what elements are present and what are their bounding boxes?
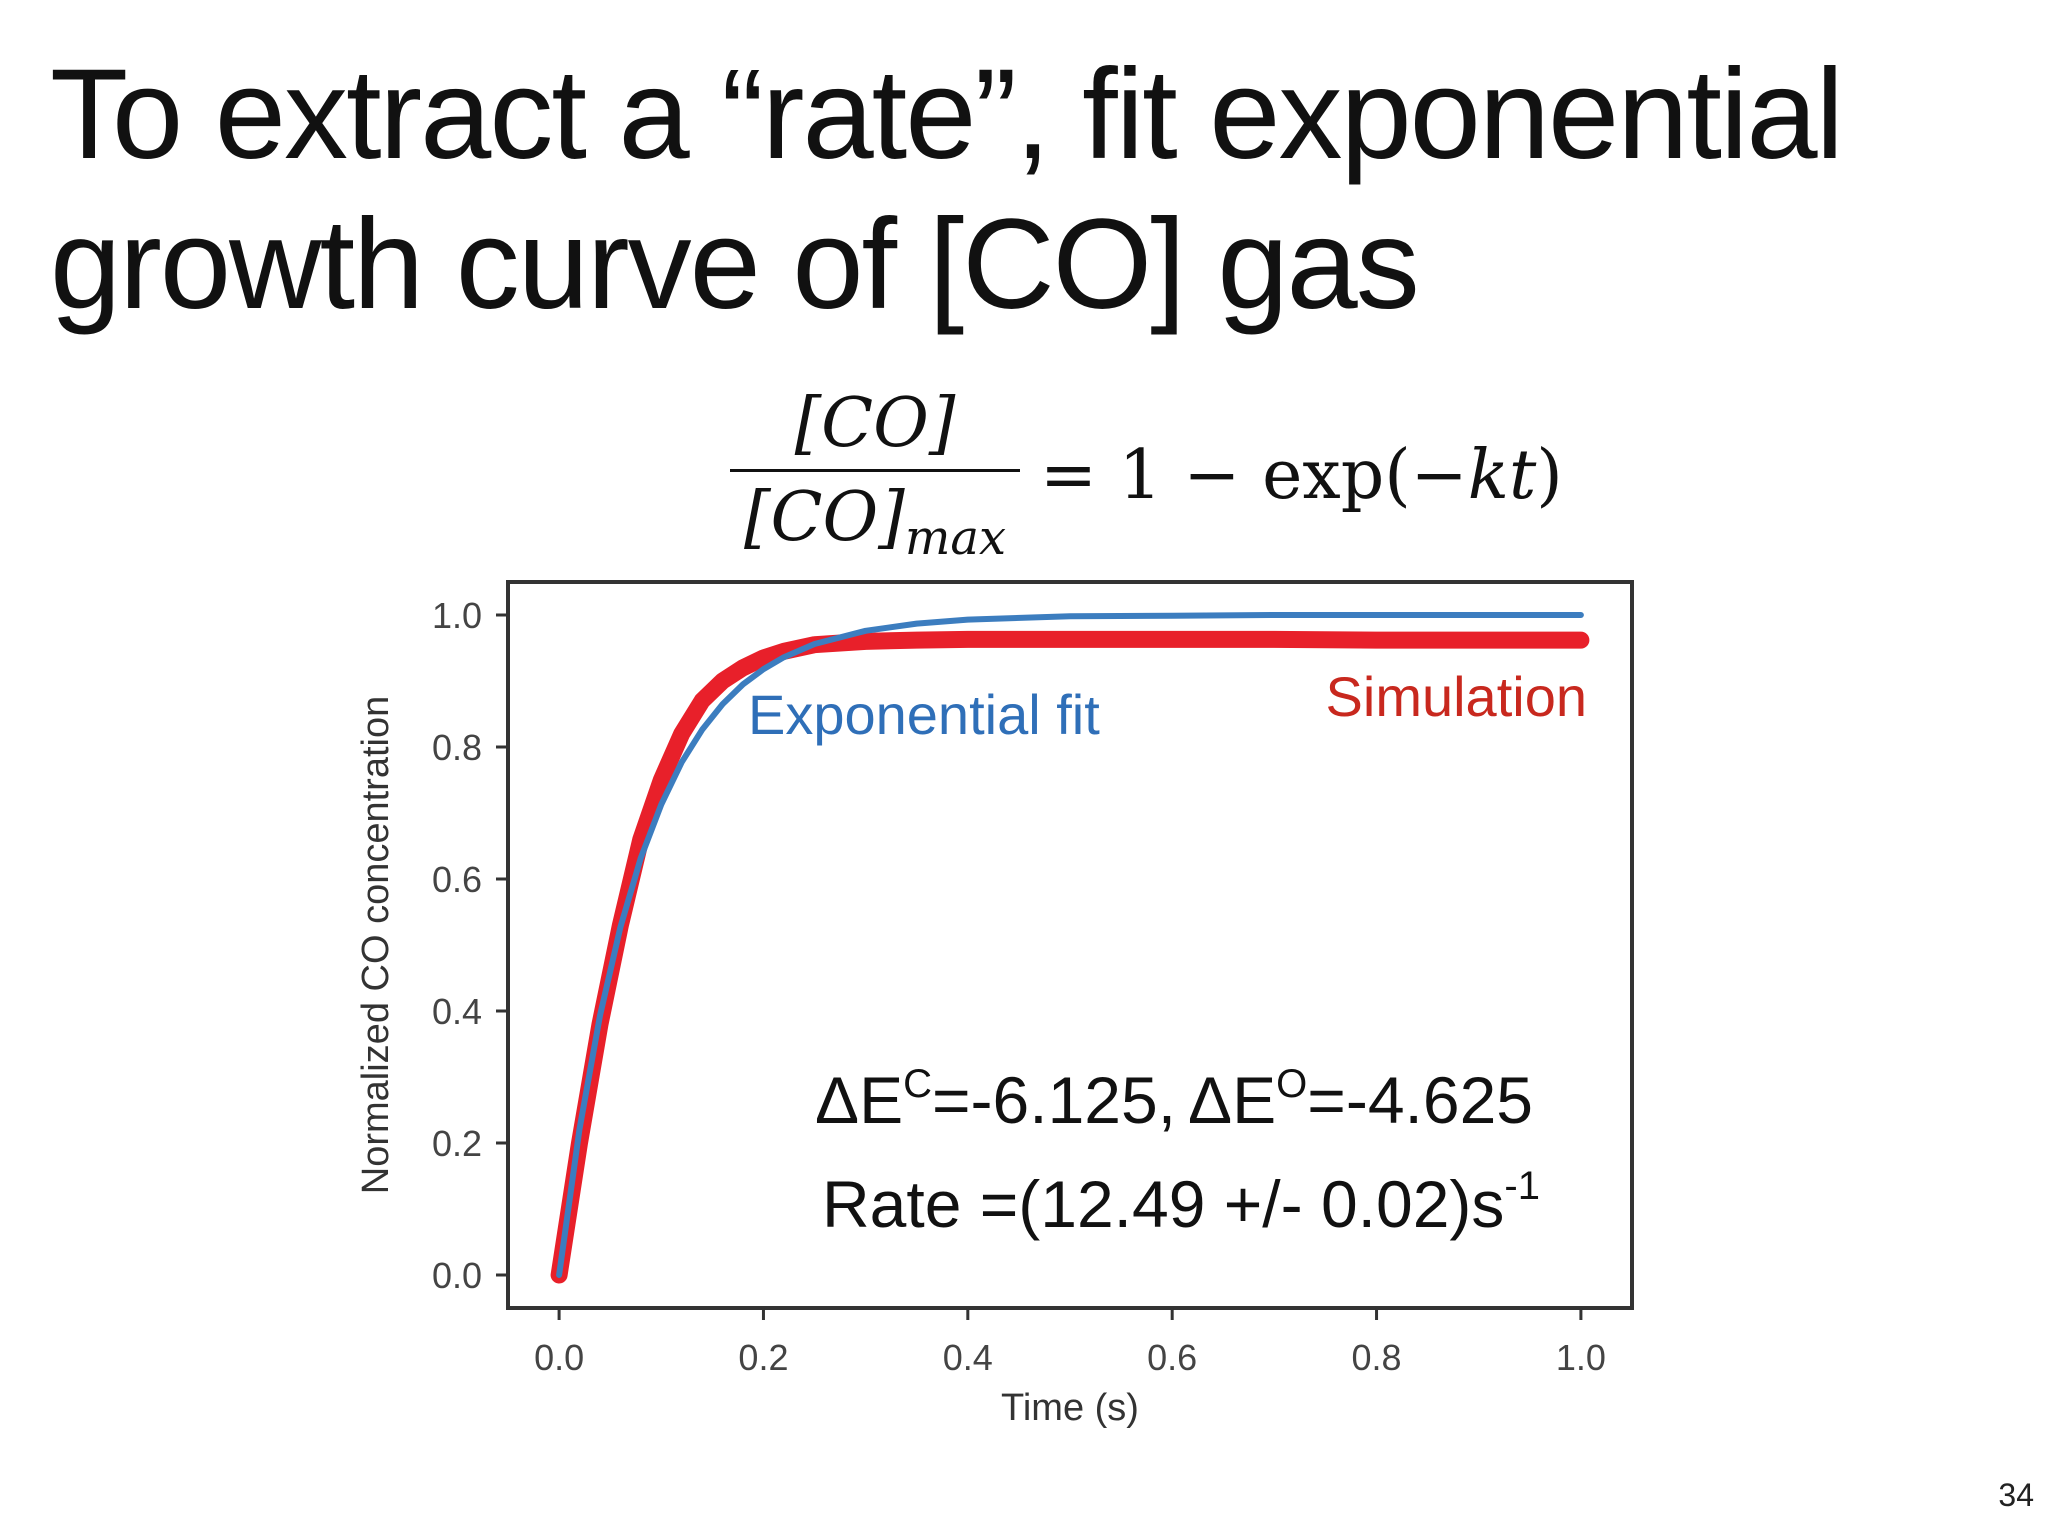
delta-e-annotation: ΔEC=-6.125, ΔEO=-4.625 xyxy=(815,1062,1533,1137)
y-tick-label: 1.0 xyxy=(432,595,482,636)
rhs-prefix: = 1 − exp(− xyxy=(1040,435,1468,515)
title-line-2: growth curve of [CO] gas xyxy=(50,193,1420,336)
equation-fraction: [CO] [CO]max xyxy=(730,384,1021,566)
slide-title: To extract a “rate”, fit exponential gro… xyxy=(50,40,1950,340)
rhs-suffix: ) xyxy=(1536,435,1563,515)
e-letter: E xyxy=(859,1063,903,1137)
x-tick-label: 0.0 xyxy=(534,1337,584,1378)
y-tick-label: 0.2 xyxy=(432,1123,482,1164)
title-line-1: To extract a “rate”, fit exponential xyxy=(50,43,1844,186)
delta-symbol: Δ xyxy=(815,1063,859,1137)
x-tick-label: 0.2 xyxy=(738,1337,788,1378)
x-tick-label: 0.4 xyxy=(943,1337,993,1378)
delta-ec-value: =-6.125, xyxy=(932,1063,1176,1137)
y-tick-label: 0.8 xyxy=(432,727,482,768)
rate-text: Rate =(12.49 +/- 0.02)s xyxy=(822,1167,1504,1241)
exponential-fit-line xyxy=(556,612,1584,1278)
denominator-subscript: max xyxy=(904,510,1007,566)
denominator-text: [CO] xyxy=(744,478,905,557)
fraction-bar xyxy=(730,469,1021,472)
y-axis-label: Normalized CO concentration xyxy=(355,696,397,1194)
x-tick-label: 1.0 xyxy=(1556,1337,1606,1378)
equation-denominator: [CO]max xyxy=(730,472,1020,566)
e-letter-2: E xyxy=(1232,1063,1276,1137)
y-tick-label: 0.6 xyxy=(432,859,482,900)
plot-frame xyxy=(506,580,1634,1310)
legend-exponential-fit: Exponential fit xyxy=(748,683,1100,746)
equation-rhs: = 1 − exp(−kt) xyxy=(1040,436,1563,515)
y-tick-label: 0.0 xyxy=(432,1255,482,1296)
plot-area xyxy=(550,612,1590,1284)
y-tick-label: 0.4 xyxy=(432,991,482,1032)
page-number: 34 xyxy=(1998,1477,2034,1513)
c-superscript: C xyxy=(903,1062,932,1106)
delta-eo-value: =-4.625 xyxy=(1307,1063,1533,1137)
rate-equation: [CO] [CO]max = 1 − exp(−kt) xyxy=(730,380,1563,570)
rate-annotation: Rate =(12.49 +/- 0.02)s-1 xyxy=(822,1164,1540,1241)
legend-simulation: Simulation xyxy=(1326,665,1587,728)
equation-numerator: [CO] xyxy=(794,384,956,463)
axis-ticks: 0.0 0.2 0.4 0.6 0.8 1.0 0.0 0.2 0.4 0.6 0.8 1.0 xyxy=(432,595,1606,1378)
rhs-variable: kt xyxy=(1467,435,1537,515)
o-superscript: O xyxy=(1276,1062,1307,1106)
x-tick-label: 0.8 xyxy=(1352,1337,1402,1378)
delta-symbol-2: Δ xyxy=(1188,1063,1232,1137)
rate-superscript: -1 xyxy=(1504,1164,1540,1208)
x-axis-label: Time (s) xyxy=(1001,1387,1139,1429)
x-tick-label: 0.6 xyxy=(1147,1337,1197,1378)
